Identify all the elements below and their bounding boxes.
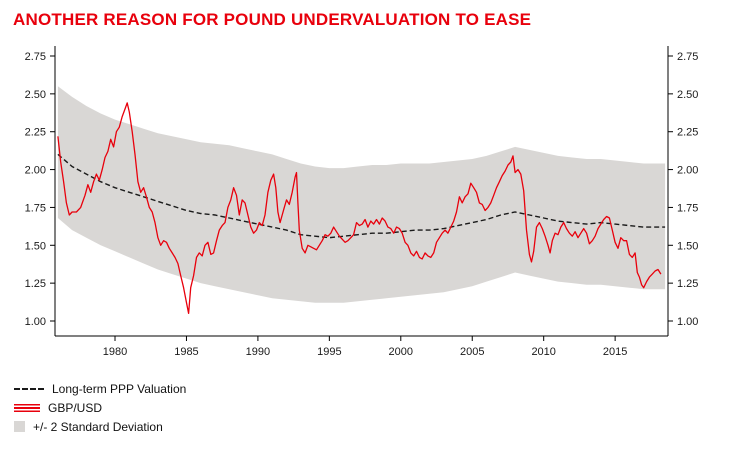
svg-text:2.50: 2.50 [677,89,698,101]
svg-text:2.00: 2.00 [677,165,698,177]
svg-text:1.75: 1.75 [677,202,698,214]
svg-text:1.00: 1.00 [25,316,46,328]
svg-text:1.50: 1.50 [677,240,698,252]
svg-text:1980: 1980 [103,346,127,358]
dashed-line-marker-icon [14,387,44,390]
legend-label-stdev: +/- 2 Standard Deviation [33,419,163,434]
legend-item-stdev: +/- 2 Standard Deviation [14,417,750,436]
svg-text:1990: 1990 [246,346,270,358]
chart-page: ANOTHER REASON FOR POUND UNDERVALUATION … [0,10,750,475]
legend-item-ppp: Long-term PPP Valuation [14,379,750,398]
svg-text:1995: 1995 [317,346,341,358]
legend: Long-term PPP Valuation GBP/USD +/- 2 St… [14,379,750,436]
chart-canvas: 1.00 1.00 1.25 1.25 1.50 1.50 1.75 1.75 2.00 2.00… [25,46,698,358]
svg-text:1.50: 1.50 [25,240,46,252]
svg-text:2.25: 2.25 [677,127,698,139]
svg-text:1.25: 1.25 [25,278,46,290]
legend-label-ppp: Long-term PPP Valuation [52,381,187,396]
svg-text:2015: 2015 [603,346,627,358]
svg-text:2.50: 2.50 [25,89,46,101]
red-line-marker-icon [14,403,40,412]
svg-text:1.75: 1.75 [25,202,46,214]
svg-text:1.25: 1.25 [677,278,698,290]
svg-text:2010: 2010 [531,346,555,358]
svg-text:2005: 2005 [460,346,484,358]
svg-text:1985: 1985 [174,346,198,358]
svg-text:2.75: 2.75 [25,51,46,63]
legend-label-gbpusd: GBP/USD [48,400,103,415]
svg-text:2000: 2000 [389,346,413,358]
svg-text:1.00: 1.00 [677,316,698,328]
legend-item-gbpusd: GBP/USD [14,398,750,417]
chart-area: 1.00 1.00 1.25 1.25 1.50 1.50 1.75 1.75 2.00 2.00… [0,36,750,371]
svg-text:2.00: 2.00 [25,165,46,177]
chart-title: ANOTHER REASON FOR POUND UNDERVALUATION … [13,10,532,29]
svg-text:2.75: 2.75 [677,51,698,63]
svg-text:2.25: 2.25 [25,127,46,139]
gray-square-marker-icon [14,421,25,432]
